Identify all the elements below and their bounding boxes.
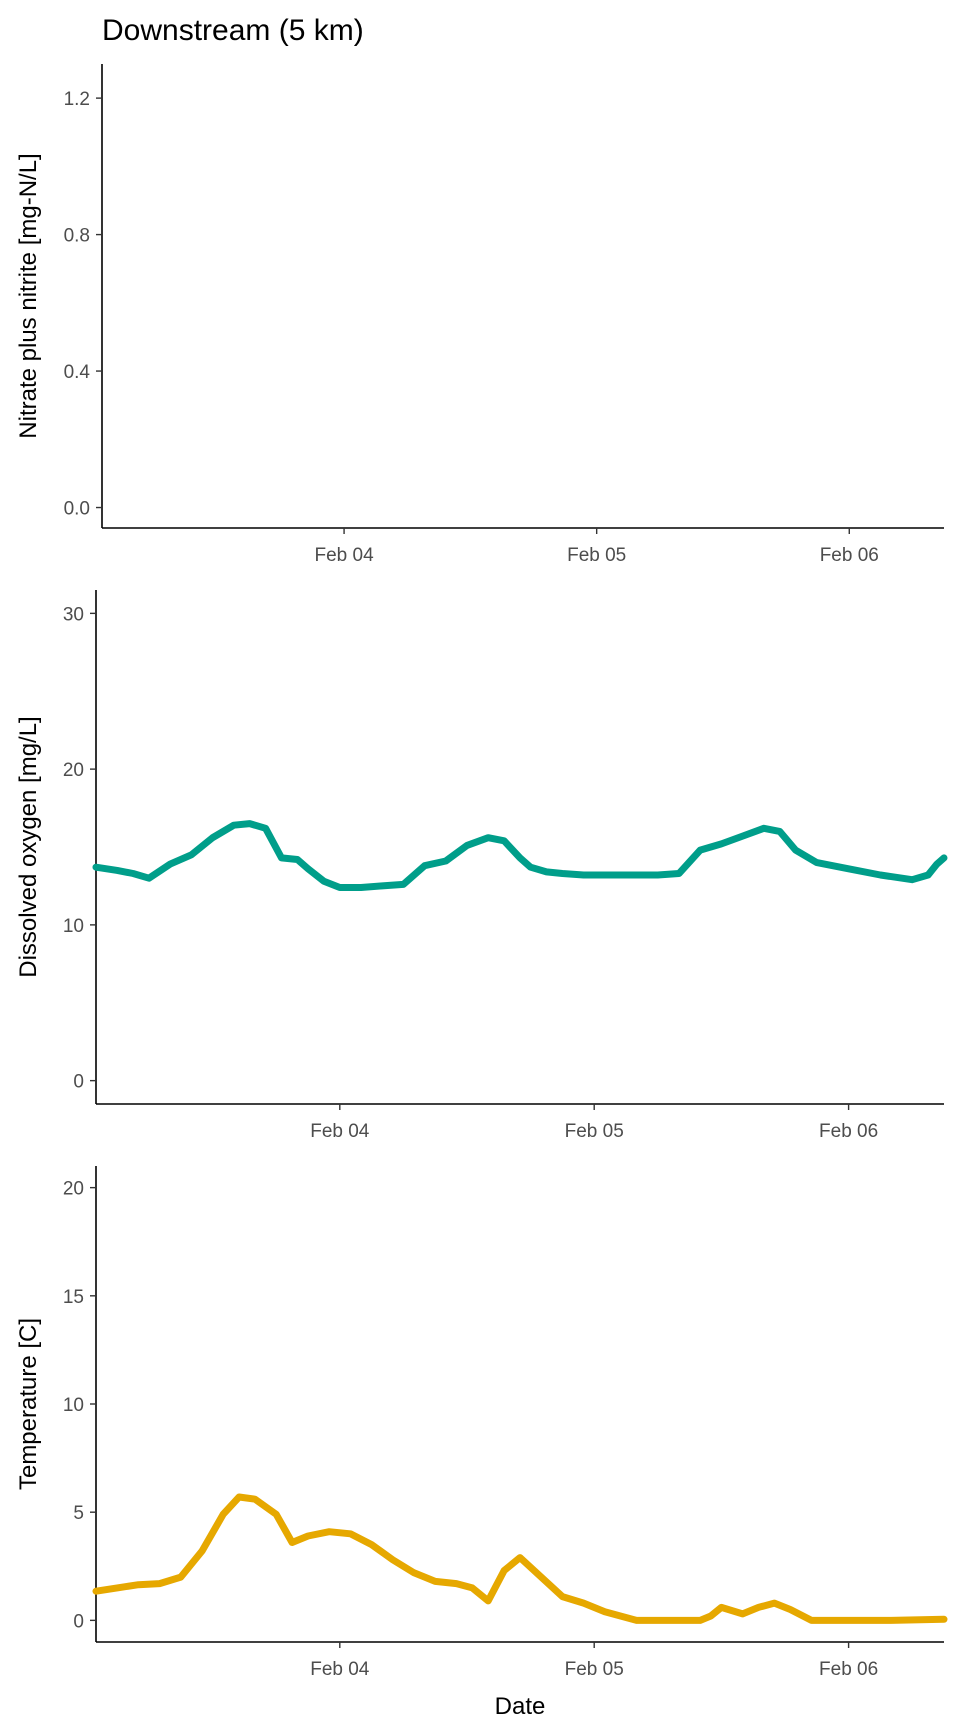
y-tick-label: 30 [63,604,84,625]
y-tick-label: 10 [63,1395,84,1416]
y-tick-label: 0 [73,1611,84,1632]
y-tick-label: 0.0 [64,499,90,520]
series-line [92,1493,948,1624]
y-axis-label: Temperature [C] [15,1318,42,1490]
y-tick-label: 0.8 [64,226,90,247]
x-tick-label: Feb 04 [310,1121,370,1142]
panel-3: 0 5 10 15 20 Feb 04 Feb 05 Feb 06 Temperature [C… [15,1166,948,1720]
x-axis-label: Date [495,1693,546,1720]
y-axis-label: Dissolved oxygen [mg/L] [15,716,42,977]
x-tick-label: Feb 05 [565,1659,624,1680]
y-tick-label: 1.2 [64,89,90,110]
panel-1: Downstream (5 km) 0.0 0.4 0.8 1.2 Feb 04 Feb 0… [15,14,944,566]
x-tick-label: Feb 06 [819,1121,878,1142]
series-line [92,820,948,891]
x-tick-label: Feb 05 [565,1121,624,1142]
y-tick-label: 0.4 [64,362,91,383]
panel-2: 0 10 20 30 Feb 04 Feb 05 Feb 06 Dissolved oxyge… [15,590,948,1142]
x-tick-label: Feb 04 [314,545,374,566]
x-tick-label: Feb 06 [819,1659,878,1680]
x-tick-label: Feb 04 [310,1659,370,1680]
y-tick-label: 20 [63,1179,84,1200]
y-tick-label: 10 [63,916,84,937]
y-tick-label: 5 [73,1503,84,1524]
y-tick-label: 15 [63,1287,84,1308]
chart-title: Downstream (5 km) [102,14,364,47]
y-tick-label: 20 [63,760,84,781]
x-tick-label: Feb 05 [567,545,626,566]
x-tick-label: Feb 06 [820,545,879,566]
y-tick-label: 0 [73,1072,84,1093]
y-axis-label: Nitrate plus nitrite [mg-N/L] [15,153,42,438]
